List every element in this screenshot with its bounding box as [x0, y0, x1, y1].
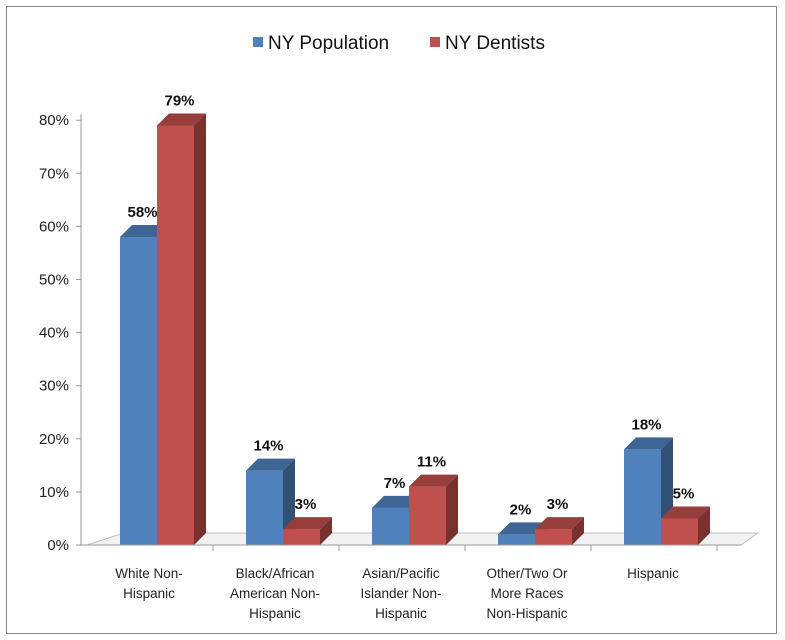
x-category-label-line: Asian/Pacific — [362, 566, 440, 581]
bar-top — [120, 225, 169, 238]
y-tick-label: 30% — [39, 378, 69, 395]
bar-top — [372, 495, 421, 508]
x-category-label-line: More Races — [491, 586, 564, 601]
data-label: 2% — [510, 501, 532, 518]
bar-front — [157, 125, 194, 545]
x-category-label-line: White Non- — [115, 566, 183, 581]
x-category-label-line: Hispanic — [375, 606, 427, 621]
bar-side — [446, 474, 458, 545]
x-category-label: Other/Two Or More Races Non-Hispanic — [486, 566, 568, 621]
x-category-label-line: Other/Two Or — [486, 566, 568, 581]
data-label: 18% — [631, 416, 661, 433]
bar-top — [246, 458, 295, 471]
legend: NY Population NY Dentists — [253, 33, 545, 54]
bar-top — [498, 522, 547, 535]
legend-swatch-0 — [253, 37, 263, 47]
y-tick-label: 50% — [39, 272, 69, 289]
y-axis: 0% 10% 20% 30% 40% 50% 60% 70% 80% — [39, 112, 82, 554]
x-category-label-line: Non-Hispanic — [486, 606, 567, 621]
chart-frame: NY Population NY Dentists 0% 10% 20% 30% 40% 5… — [6, 6, 777, 634]
bar — [624, 437, 673, 545]
y-tick-label: 60% — [39, 218, 69, 235]
legend-label-0: NY Population — [268, 33, 389, 54]
bars: 58% 79% 14% 3% 7% 11% 2% 3% 18% 5% — [120, 93, 710, 545]
bar-top — [661, 506, 710, 519]
bar-side — [698, 506, 710, 545]
y-tick-label: 10% — [39, 484, 69, 501]
x-category-label-line: Hispanic — [249, 606, 301, 621]
bar-side — [320, 517, 332, 545]
y-tick-label: 0% — [47, 537, 69, 554]
x-category-label: Black/African American Non- Hispanic — [230, 566, 320, 621]
bar-front — [372, 507, 409, 545]
bar — [409, 474, 458, 545]
bar-chart: NY Population NY Dentists 0% 10% 20% 30% 40% 5… — [39, 33, 760, 621]
x-category-label: White Non- Hispanic — [115, 566, 183, 601]
bar-front — [624, 449, 661, 545]
data-label: 11% — [417, 454, 446, 471]
x-category-label-line: Islander Non- — [360, 586, 441, 601]
data-label: 7% — [384, 475, 406, 492]
bar-front — [120, 237, 157, 545]
data-label: 5% — [673, 485, 695, 502]
bar-top — [535, 517, 584, 530]
data-label: 3% — [547, 496, 569, 513]
bar-front — [535, 529, 572, 545]
legend-label-1: NY Dentists — [445, 33, 545, 54]
bar-side — [572, 517, 584, 545]
bar-front — [498, 534, 535, 545]
bar — [157, 113, 206, 545]
x-axis: White Non- Hispanic Black/African American … — [81, 544, 741, 621]
y-tick-label: 40% — [39, 325, 69, 342]
bar — [283, 517, 332, 545]
data-label: 3% — [295, 496, 317, 513]
bar-front — [283, 529, 320, 545]
bar-side — [194, 113, 206, 545]
bar-top — [157, 113, 206, 126]
bar-top — [624, 437, 673, 450]
x-category-label: Hispanic — [627, 566, 679, 581]
data-label: 58% — [127, 204, 157, 221]
bar-front — [661, 518, 698, 545]
x-category-label-line: Hispanic — [123, 586, 175, 601]
bar — [661, 506, 710, 545]
x-category-label-line: Hispanic — [627, 566, 679, 581]
bar — [535, 517, 584, 545]
x-category-label: Asian/Pacific Islander Non- Hispanic — [360, 566, 441, 621]
legend-swatch-1 — [430, 37, 440, 47]
data-label: 14% — [253, 438, 283, 455]
bar-front — [409, 486, 446, 545]
y-tick-label: 20% — [39, 431, 69, 448]
data-label: 79% — [164, 93, 194, 110]
x-category-label-line: American Non- — [230, 586, 320, 601]
bar-top — [283, 517, 332, 530]
y-tick-label: 70% — [39, 165, 69, 182]
bar-front — [246, 470, 283, 545]
x-category-label-line: Black/African — [236, 566, 315, 581]
bar-top — [409, 474, 458, 487]
y-tick-label: 80% — [39, 112, 69, 129]
